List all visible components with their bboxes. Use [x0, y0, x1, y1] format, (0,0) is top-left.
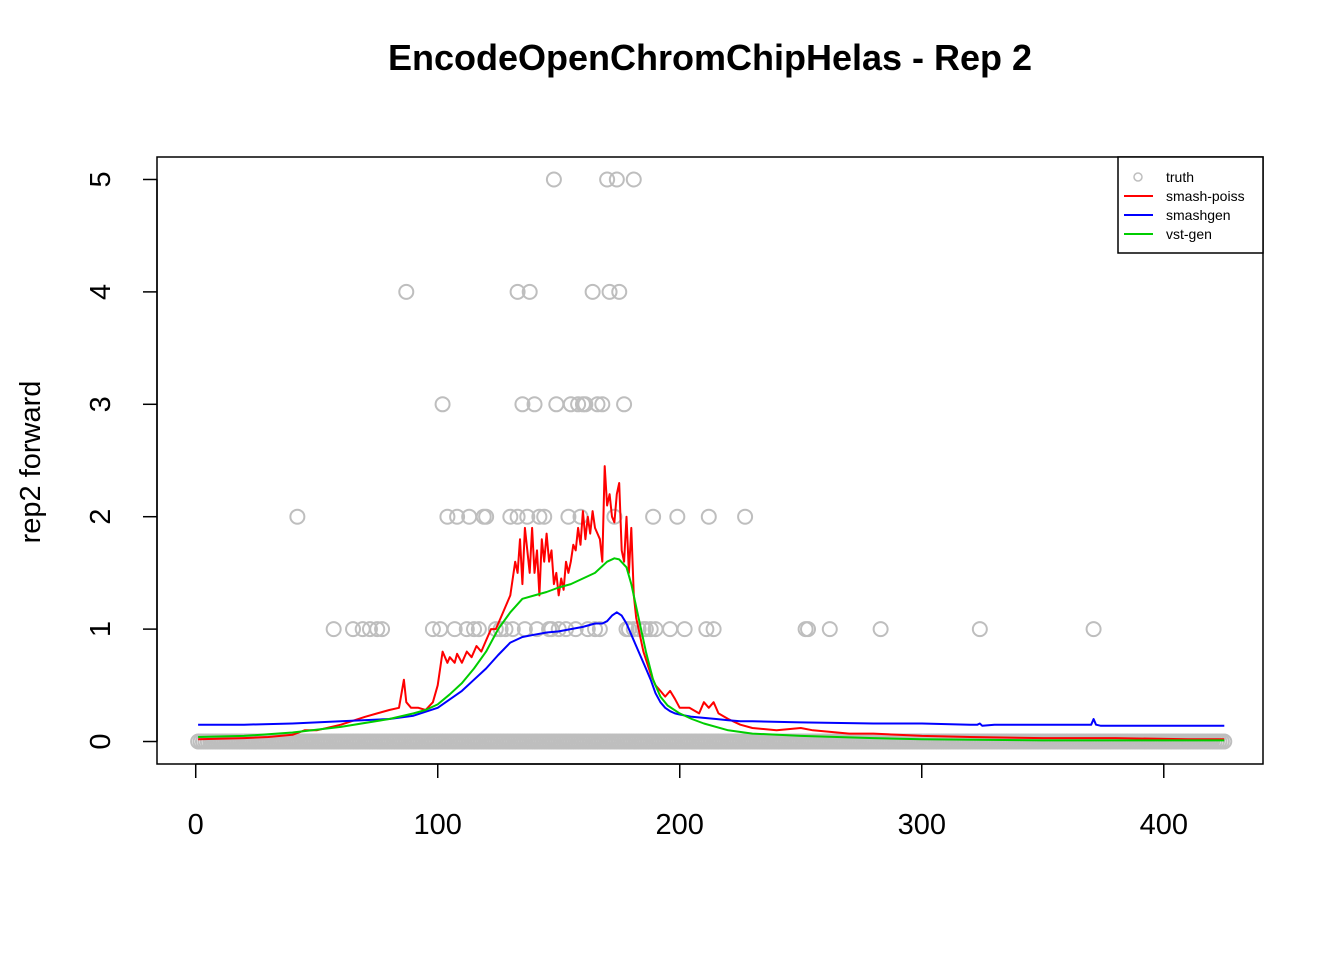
- x-tick-label: 400: [1140, 809, 1188, 841]
- plot-frame: [156, 156, 1264, 765]
- truth-point: [509, 508, 526, 525]
- truth-point: [369, 621, 386, 638]
- truth-point: [1216, 733, 1233, 750]
- truth-point: [662, 621, 679, 638]
- truth-point: [737, 508, 754, 525]
- truth-point: [289, 508, 306, 525]
- truth-point: [514, 396, 531, 413]
- legend-box: [1117, 156, 1264, 254]
- truth-points: [190, 171, 1233, 750]
- legend-symbol-point: [1133, 172, 1143, 182]
- x-tick-label: 0: [188, 809, 204, 841]
- truth-point: [591, 621, 608, 638]
- y-tick-label: 1: [85, 621, 117, 637]
- truth-point: [521, 283, 538, 300]
- truth-point: [374, 621, 391, 638]
- truth-point: [545, 171, 562, 188]
- truth-point: [536, 508, 553, 525]
- series-line-vst-gen: [198, 557, 1225, 742]
- truth-point: [458, 621, 475, 638]
- y-tick-label: 2: [85, 509, 117, 525]
- truth-point: [526, 396, 543, 413]
- truth-point: [439, 508, 456, 525]
- legend: truth smash-poiss smashgen vst-gen: [1117, 156, 1264, 254]
- truth-point: [434, 396, 451, 413]
- truth-point: [800, 621, 817, 638]
- truth-point: [466, 621, 483, 638]
- truth-point: [424, 621, 441, 638]
- truth-point: [611, 283, 628, 300]
- truth-point: [446, 621, 463, 638]
- truth-point: [509, 283, 526, 300]
- truth-point: [577, 396, 594, 413]
- truth-point: [470, 621, 487, 638]
- series-lines: [198, 465, 1225, 742]
- y-tick-label: 0: [85, 733, 117, 749]
- truth-point: [504, 621, 521, 638]
- truth-point: [1085, 621, 1102, 638]
- truth-point: [608, 171, 625, 188]
- truth-point: [502, 508, 519, 525]
- legend-label: smashgen: [1166, 207, 1231, 223]
- series-line-smashgen: [198, 611, 1225, 727]
- legend-label: truth: [1166, 169, 1194, 185]
- truth-point: [616, 396, 633, 413]
- truth-point: [642, 621, 659, 638]
- legend-label: smash-poiss: [1166, 188, 1245, 204]
- truth-point: [645, 508, 662, 525]
- y-tick-label: 3: [85, 396, 117, 412]
- truth-point: [669, 508, 686, 525]
- truth-point: [587, 621, 604, 638]
- truth-point: [325, 621, 342, 638]
- x-tick-label: 300: [898, 809, 946, 841]
- truth-point: [398, 283, 415, 300]
- truth-point: [531, 508, 548, 525]
- truth-point: [478, 508, 495, 525]
- truth-point: [560, 508, 577, 525]
- truth-point: [361, 621, 378, 638]
- truth-point: [487, 621, 504, 638]
- truth-point: [584, 283, 601, 300]
- truth-point: [625, 171, 642, 188]
- truth-point: [599, 171, 616, 188]
- truth-point: [345, 621, 362, 638]
- series-line-smash-poiss: [198, 465, 1225, 741]
- truth-point: [676, 621, 693, 638]
- truth-point: [821, 621, 838, 638]
- truth-point: [579, 621, 596, 638]
- y-tick-label: 4: [85, 284, 117, 300]
- y-axis-label: rep2 forward: [15, 381, 47, 544]
- legend-label: vst-gen: [1166, 226, 1212, 242]
- truth-point: [594, 396, 611, 413]
- truth-point: [589, 396, 606, 413]
- chart-title: EncodeOpenChromChipHelas - Rep 2: [388, 37, 1032, 78]
- truth-point: [700, 508, 717, 525]
- truth-point: [570, 396, 587, 413]
- axis-ticks: 0 100 200 300 400 0 1 2 3 4 5: [85, 171, 1188, 841]
- truth-point: [449, 508, 466, 525]
- truth-point: [519, 508, 536, 525]
- truth-point: [601, 283, 618, 300]
- x-tick-label: 200: [656, 809, 704, 841]
- y-tick-label: 5: [85, 171, 117, 187]
- x-tick-label: 100: [414, 809, 462, 841]
- truth-point: [971, 621, 988, 638]
- truth-point: [548, 396, 565, 413]
- truth-point: [698, 621, 715, 638]
- truth-point: [872, 621, 889, 638]
- truth-point: [705, 621, 722, 638]
